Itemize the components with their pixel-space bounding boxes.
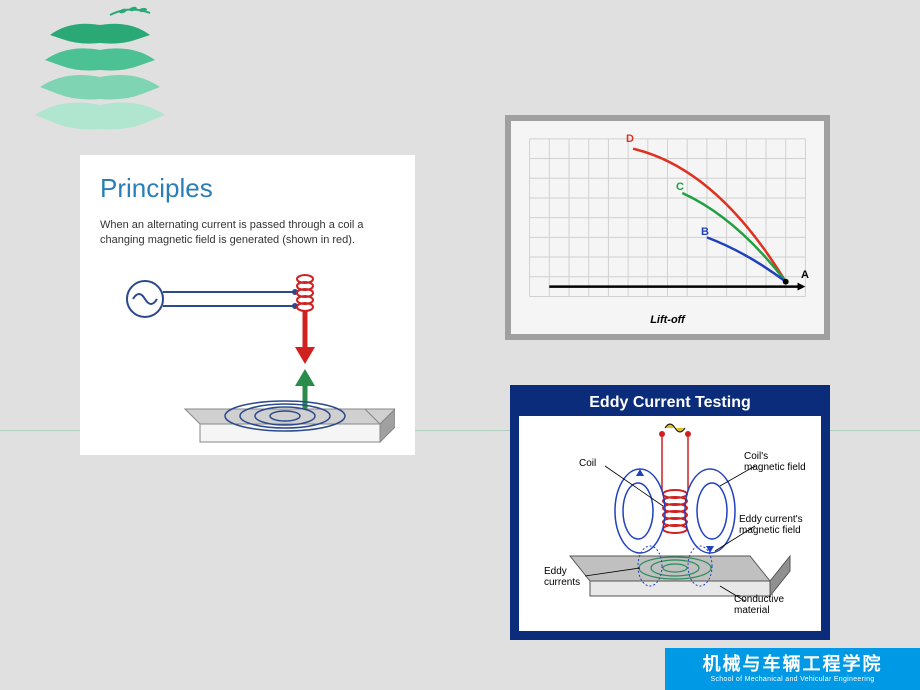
dove-tree-logo (15, 5, 185, 155)
curve-d-label: D (626, 133, 634, 145)
label-coil: Coil (579, 458, 596, 469)
principles-description: When an alternating current is passed th… (100, 218, 395, 249)
label-eddy-field: Eddy current's magnetic field (739, 514, 803, 536)
eddy-diagram-body: Coil Coil's magnetic field Eddy current'… (519, 416, 821, 631)
curve-c-label: C (676, 181, 684, 193)
graph-axis-label: Lift-off (650, 314, 685, 326)
label-coil-field: Coil's magnetic field (744, 451, 806, 473)
liftoff-graph (519, 129, 816, 326)
label-eddy-currents: Eddy currents (544, 566, 580, 588)
principles-title: Principles (100, 173, 395, 204)
footer-sub-text: School of Mechanical and Vehicular Engin… (665, 676, 920, 683)
footer-main-text: 机械与车辆工程学院 (665, 650, 920, 676)
footer-badge: 机械与车辆工程学院 School of Mechanical and Vehic… (665, 648, 920, 690)
eddy-title: Eddy Current Testing (513, 388, 827, 416)
liftoff-graph-panel: D C B A Lift-off (505, 115, 830, 340)
curve-b-label: B (701, 226, 709, 238)
principles-panel: Principles When an alternating current i… (80, 155, 415, 455)
label-conductive: Conductive material (734, 594, 784, 616)
point-a-label: A (801, 269, 809, 281)
eddy-current-panel: Eddy Current Testing (510, 385, 830, 640)
principles-diagram (100, 259, 395, 459)
